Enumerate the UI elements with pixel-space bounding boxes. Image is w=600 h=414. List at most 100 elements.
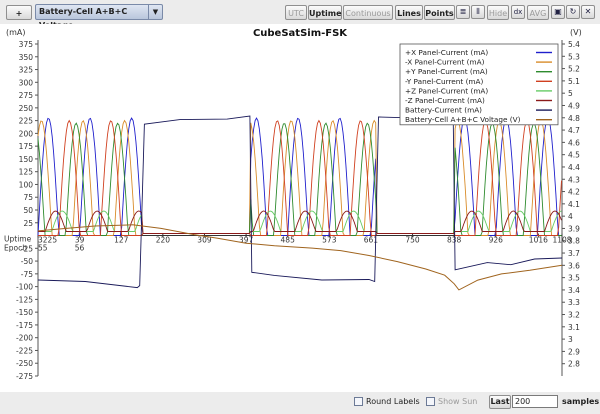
round-labels-checkbox[interactable]	[354, 397, 363, 406]
y-left-tick-label: 325	[19, 66, 34, 75]
x-tick-label: 309	[197, 236, 212, 245]
graph-canvas: CubeSatSim-FSK (mA) (V) 3753503253002752…	[0, 24, 600, 392]
y-left-tick-label: -250	[16, 359, 33, 368]
series-line-battery-current	[37, 115, 563, 289]
y-left-tick-label: -125	[16, 295, 33, 304]
utc-button[interactable]: UTC	[285, 5, 307, 20]
show-sun-checkbox[interactable]	[426, 397, 435, 406]
y-left-tick-label: 275	[19, 91, 34, 100]
y-left-tick-label: -225	[16, 346, 33, 355]
x-tick-label: 485	[281, 236, 296, 245]
hide-button[interactable]: Hide	[487, 5, 509, 20]
series-line-plus-x	[37, 117, 562, 236]
y-right-tick-label: 5.1	[568, 77, 580, 86]
close-icon[interactable]: ✕	[581, 5, 595, 19]
y-left-tick-label: 250	[19, 104, 34, 113]
y-right-tick-label: 5.2	[568, 65, 580, 74]
y-left-tick-label: 100	[19, 180, 34, 189]
y-right-tick-label: 2.8	[568, 360, 580, 369]
y-right-tick-label: 3.1	[568, 323, 580, 332]
y-left-tick-label: -175	[16, 321, 33, 330]
legend: +X Panel-Current (mA)-X Panel-Current (m…	[399, 43, 559, 126]
y-left-tick-label: -50	[21, 257, 33, 266]
chevron-down-icon[interactable]: ▼	[148, 5, 162, 19]
graph-selector[interactable]: Battery-Cell A+B+C Voltage ▼	[35, 4, 163, 30]
x-tick-label: 220	[156, 236, 171, 245]
y-right-tick-label: 4	[568, 212, 573, 221]
y-axis-left: 375 350 325 300 275 250 225 200 175 150 125 100 75 50…	[16, 40, 39, 381]
horizontal-lines-icon[interactable]: ≣	[456, 5, 470, 19]
y-right-tick-label: 4.2	[568, 188, 580, 197]
y-right-tick-label: 5.4	[568, 40, 580, 49]
y-left-tick-label: 225	[19, 117, 34, 126]
avg-button[interactable]: AVG	[527, 5, 549, 20]
epoch-tick-label: 56	[75, 244, 85, 253]
chart-title: CubeSatSim-FSK	[253, 28, 348, 39]
refresh-icon[interactable]: ↻	[566, 5, 580, 19]
uptime-button[interactable]: Uptime	[308, 5, 342, 20]
round-labels-label: Round Labels	[366, 397, 420, 406]
y-right-tick-label: 3.2	[568, 311, 580, 320]
y-right-tick-label: 5	[568, 89, 573, 98]
vertical-lines-icon[interactable]: ⦀	[471, 5, 485, 19]
legend-entry-label: -Y Panel-Current (mA)	[405, 77, 484, 86]
legend-entry-label: +X Panel-Current (mA)	[405, 48, 488, 57]
derivative-icon[interactable]: dx	[511, 5, 525, 19]
last-button[interactable]: Last	[489, 395, 511, 409]
y-left-unit-label: (mA)	[6, 28, 26, 37]
x-tick-label: 573	[322, 236, 337, 245]
y-right-tick-label: 3.5	[568, 274, 580, 283]
samples-label: samples	[562, 397, 600, 406]
y-right-tick-label: 3.8	[568, 237, 580, 246]
y-left-tick-label: 350	[19, 53, 34, 62]
legend-entry-label: Battery-Current (mA)	[405, 106, 482, 115]
y-left-tick-label: 300	[19, 78, 34, 87]
y-right-tick-label: 3.6	[568, 261, 580, 270]
y-axis-right: 5.4 5.3 5.2 5.1 5 4.9 4.8 4.7 4.6 4.5 4.4 4.3 4.2 4.1…	[561, 40, 580, 376]
epoch-label: Epoch	[4, 244, 27, 253]
lines-button[interactable]: Lines	[395, 5, 423, 20]
samples-input[interactable]: 200	[512, 395, 558, 408]
x-tick-label: 750	[405, 236, 420, 245]
y-left-tick-label: 50	[23, 206, 33, 215]
y-right-tick-label: 3.4	[568, 286, 580, 295]
y-right-tick-label: 4.3	[568, 175, 580, 184]
save-icon[interactable]: ▣	[551, 5, 565, 19]
y-left-tick-label: 375	[19, 40, 34, 49]
y-right-tick-label: 4.9	[568, 101, 580, 110]
y-left-tick-label: -200	[16, 334, 33, 343]
y-left-tick-label: -100	[16, 283, 33, 292]
x-tick-label: 3225	[38, 236, 57, 245]
y-right-tick-label: 4.5	[568, 151, 580, 160]
x-axis-label: Uptime	[4, 235, 32, 244]
y-right-tick-label: 5.3	[568, 52, 580, 61]
continuous-button[interactable]: Continuous	[343, 5, 393, 20]
points-button[interactable]: Points	[424, 5, 455, 20]
add-graph-button[interactable]: +	[6, 5, 32, 20]
y-right-unit-label: (V)	[570, 28, 582, 37]
legend-entry-label: +Z Panel-Current (mA)	[405, 86, 488, 95]
x-tick-label: 926	[489, 236, 504, 245]
y-right-tick-label: 3	[568, 335, 573, 344]
y-right-tick-label: 3.3	[568, 298, 580, 307]
y-right-tick-label: 3.7	[568, 249, 580, 258]
x-tick-label: 1108	[552, 236, 571, 245]
x-tick-label: 39	[75, 236, 85, 245]
y-left-tick-label: 175	[19, 142, 34, 151]
y-left-tick-label: -150	[16, 308, 33, 317]
y-left-tick-label: 75	[23, 193, 33, 202]
epoch-tick-label: 55	[38, 244, 48, 253]
legend-entry-label: -X Panel-Current (mA)	[405, 58, 485, 67]
bottom-bar: Round Labels Show Sun Last 200 samples	[0, 392, 600, 414]
legend-entry-label: -Z Panel-Current (mA)	[405, 96, 485, 105]
y-right-tick-label: 4.1	[568, 200, 580, 209]
toolbar: + Battery-Cell A+B+C Voltage ▼ UTC Uptim…	[0, 0, 600, 30]
y-left-tick-label: -275	[16, 372, 33, 381]
y-left-tick-label: 200	[19, 129, 34, 138]
y-left-tick-label: 150	[19, 155, 34, 164]
y-left-tick-label: -25	[21, 244, 33, 253]
y-right-tick-label: 4.8	[568, 114, 580, 123]
y-right-tick-label: 4.4	[568, 163, 580, 172]
x-tick-label: 661	[364, 236, 379, 245]
x-tick-label: 838	[447, 236, 462, 245]
